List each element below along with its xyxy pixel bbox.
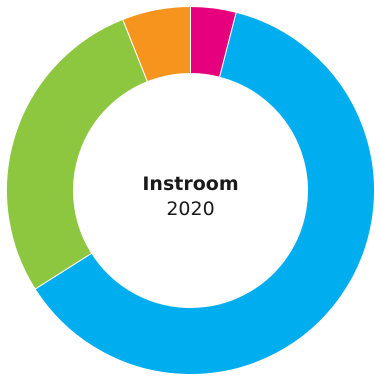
chart-center-subtitle: 2020	[166, 198, 215, 220]
donut-slice-4	[122, 5, 191, 83]
chart-center-title: Instroom	[142, 173, 239, 195]
donut-slices	[6, 5, 375, 375]
donut-slice-2	[34, 11, 375, 375]
donut-slice-3	[6, 18, 149, 290]
